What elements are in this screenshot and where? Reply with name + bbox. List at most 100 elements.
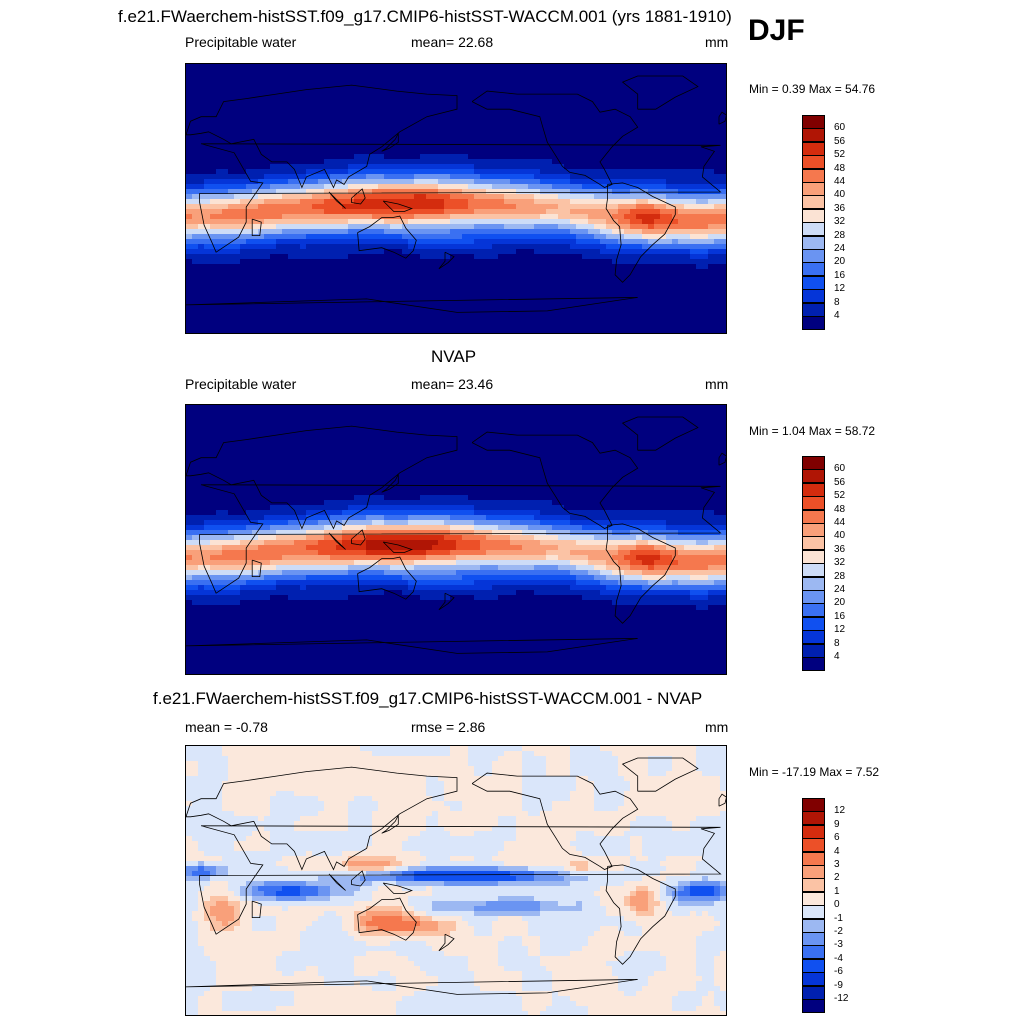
panel-0-units: mm — [705, 34, 729, 50]
colorbar-tick-label: 16 — [834, 610, 846, 622]
coastline — [351, 529, 366, 546]
coastline — [382, 541, 413, 553]
colorbar-box — [802, 509, 825, 524]
colorbar-box — [802, 616, 825, 631]
colorbar-box — [802, 878, 825, 893]
panel-2-minmax: Min = -17.19 Max = 7.52 — [749, 765, 880, 779]
colorbar-tick-label: -3 — [834, 939, 843, 951]
colorbar-tick-label: 28 — [834, 229, 846, 241]
coastline — [381, 815, 399, 834]
coastline — [251, 900, 262, 919]
colorbar-box — [802, 182, 825, 196]
panel-1-minmax: Min = 1.04 Max = 58.72 — [749, 424, 876, 438]
colorbar-tick-label: 40 — [834, 189, 846, 201]
figure-title: f.e21.FWaerchem-histSST.f09_g17.CMIP6-hi… — [118, 7, 732, 26]
panel-0-map — [185, 63, 727, 334]
colorbar-tick-label: 36 — [834, 543, 846, 555]
colorbar-box — [802, 222, 825, 237]
colorbar-box — [802, 536, 825, 551]
coastline — [186, 979, 638, 995]
colorbar-box — [802, 141, 825, 156]
coastline — [199, 484, 722, 594]
colorbar-box — [802, 932, 825, 946]
colorbar-box — [802, 482, 825, 497]
colorbar-tick-label: 4 — [834, 310, 840, 321]
coastline — [382, 882, 413, 894]
colorbar-tick-label: 12 — [834, 805, 846, 817]
colorbar-box — [802, 302, 825, 317]
colorbar-box — [802, 195, 825, 210]
colorbar-box — [802, 972, 825, 987]
colorbar-tick-label: 48 — [834, 503, 846, 515]
panel-0-left-label: Precipitable water — [185, 34, 297, 50]
coastline — [471, 431, 639, 529]
colorbar-tick-label: -2 — [834, 926, 843, 937]
colorbar-box — [802, 235, 825, 250]
colorbar-tick-label: 60 — [834, 463, 846, 475]
panel-2-title: f.e21.FWaerchem-histSST.f09_g17.CMIP6-hi… — [153, 689, 703, 708]
coastline — [438, 933, 455, 952]
panel-1-center-label: mean= 23.46 — [411, 376, 494, 392]
coastline — [605, 864, 676, 965]
colorbar-tick-label: 52 — [834, 490, 846, 502]
colorbar-box — [802, 798, 825, 812]
colorbar-tick-label: 1 — [834, 885, 840, 897]
coastline — [621, 416, 699, 451]
colorbar-box — [802, 456, 825, 470]
panel-1-title: NVAP — [431, 347, 477, 366]
panel-1-left-label: Precipitable water — [185, 376, 297, 392]
coastline — [471, 90, 639, 188]
coastline — [438, 251, 455, 270]
coastline — [328, 873, 346, 891]
coastline — [718, 111, 726, 125]
coastline — [186, 297, 638, 313]
colorbar-box — [802, 891, 825, 906]
colorbar-tick-label: 9 — [834, 818, 840, 830]
colorbar-box — [802, 316, 825, 330]
coastline — [621, 757, 699, 792]
panel-2-colorbar — [802, 798, 825, 1013]
coastline — [328, 532, 346, 550]
coastline — [382, 200, 413, 212]
colorbar-box — [802, 905, 825, 920]
colorbar-tick-label: -12 — [834, 993, 849, 1004]
colorbar-tick-label: -4 — [834, 952, 843, 964]
panel-2-center-label: rmse = 2.86 — [411, 719, 486, 735]
coastline — [718, 452, 726, 466]
panel-0-center-label: mean= 22.68 — [411, 34, 494, 50]
colorbar-tick-label: 12 — [834, 283, 846, 295]
colorbar-box — [802, 469, 825, 484]
coastline — [605, 523, 676, 624]
coastline — [357, 897, 417, 941]
coastline — [381, 474, 399, 493]
coastline — [199, 143, 722, 253]
colorbar-box — [802, 249, 825, 263]
colorbar-tick-label: 12 — [834, 624, 846, 636]
colorbar-tick-label: 20 — [834, 597, 846, 609]
colorbar-box — [802, 838, 825, 853]
colorbar-box — [802, 262, 825, 277]
coastline — [328, 191, 346, 209]
colorbar-tick-label: 44 — [834, 176, 846, 187]
coastline — [381, 133, 399, 152]
panel-2-units: mm — [705, 719, 729, 735]
coastline — [357, 556, 417, 600]
panel-0-colorbar — [802, 115, 825, 330]
colorbar-box — [802, 563, 825, 578]
colorbar-tick-label: 32 — [834, 557, 846, 569]
colorbar-box — [802, 523, 825, 537]
colorbar-box — [802, 958, 825, 973]
coastline — [621, 75, 699, 110]
coastline — [718, 793, 726, 807]
colorbar-tick-label: 56 — [834, 476, 846, 488]
colorbar-box — [802, 576, 825, 591]
colorbar-box — [802, 851, 825, 866]
colorbar-tick-label: 6 — [834, 832, 840, 844]
colorbar-box — [802, 603, 825, 618]
colorbar-box — [802, 168, 825, 183]
colorbar-tick-label: 3 — [834, 859, 840, 870]
colorbar-tick-label: 36 — [834, 202, 846, 214]
coastline — [471, 772, 639, 870]
colorbar-tick-label: -6 — [834, 966, 843, 978]
colorbar-box — [802, 208, 825, 223]
